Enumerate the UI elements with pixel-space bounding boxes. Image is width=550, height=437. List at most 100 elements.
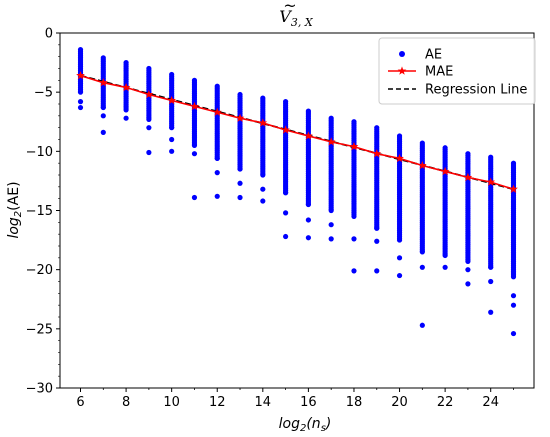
ae-point xyxy=(374,225,380,231)
x-axis-label: log2(ns) xyxy=(279,416,332,434)
ae-point xyxy=(510,330,517,337)
ae-point xyxy=(283,190,289,196)
ae-point xyxy=(260,172,266,178)
ae-point xyxy=(169,136,175,143)
mae-point xyxy=(486,177,496,186)
x-tick-label: 6 xyxy=(76,395,84,410)
ae-point xyxy=(214,155,220,162)
y-tick-label: 0 xyxy=(45,27,53,42)
ae-point xyxy=(396,237,403,243)
ae-point xyxy=(396,272,403,279)
ae-point xyxy=(396,255,403,261)
x-tick-label: 14 xyxy=(255,395,272,410)
mae-point xyxy=(395,153,404,163)
ae-point xyxy=(510,293,517,299)
x-tick-label: 10 xyxy=(163,395,180,410)
ae-point xyxy=(328,222,334,228)
mae-point xyxy=(258,118,268,127)
mae-point xyxy=(509,184,518,193)
ae-point xyxy=(169,125,175,131)
mae-point xyxy=(144,89,154,99)
mae-point xyxy=(190,101,199,111)
legend-item-regression: Regression Line xyxy=(388,83,527,98)
ae-point xyxy=(100,113,106,119)
legend-ae-label: AE xyxy=(425,48,442,63)
mae-point xyxy=(121,82,131,92)
ae-point xyxy=(442,264,448,270)
ae-point xyxy=(260,186,266,192)
legend-mae-marker xyxy=(397,66,407,75)
y-tick-label: −25 xyxy=(26,322,53,337)
ae-point xyxy=(191,142,198,149)
ae-series xyxy=(77,46,517,337)
legend-regression-label: Regression Line xyxy=(425,83,527,98)
ae-point xyxy=(510,274,517,280)
ae-point xyxy=(214,170,220,176)
mae-point xyxy=(304,131,313,140)
svg-text:V3, X: V3, X xyxy=(279,7,314,29)
x-axis-ticks: 6 8 10 12 14 16 18 20 22 24 xyxy=(76,388,514,410)
chart-title-main: V xyxy=(279,7,292,26)
ae-point xyxy=(123,115,129,121)
ae-point xyxy=(146,149,152,156)
ae-point xyxy=(169,148,175,154)
ae-point xyxy=(260,198,266,204)
ae-point xyxy=(374,268,380,274)
ae-point xyxy=(77,99,84,105)
x-tick-label: 24 xyxy=(482,395,499,410)
chart-title-tilde: ~ xyxy=(283,0,296,15)
legend-item-ae: AE xyxy=(399,48,442,63)
ae-point xyxy=(510,302,517,308)
x-tick-label: 20 xyxy=(391,395,408,410)
mae-point xyxy=(76,71,85,80)
x-tick-label: 22 xyxy=(437,395,454,410)
x-tick-label: 8 xyxy=(122,395,130,410)
mae-point xyxy=(326,137,336,146)
ae-point xyxy=(419,322,425,328)
mae-point xyxy=(167,95,177,105)
mae-point xyxy=(235,113,245,122)
mae-point xyxy=(281,125,290,134)
mae-series xyxy=(76,71,518,193)
chart-title: V3, X ~ xyxy=(279,0,314,29)
ae-point xyxy=(328,236,334,242)
ae-point xyxy=(214,193,220,199)
ae-point xyxy=(283,210,289,216)
ae-point xyxy=(488,309,494,315)
ae-point xyxy=(100,104,106,111)
ae-point xyxy=(237,194,243,201)
legend: AE MAE Regression Line xyxy=(378,37,536,105)
ae-point xyxy=(419,249,425,255)
x-tick-label: 12 xyxy=(209,395,226,410)
mae-point xyxy=(98,78,108,87)
ae-point xyxy=(328,207,334,214)
ae-point xyxy=(123,107,129,113)
ae-point xyxy=(305,235,311,241)
y-tick-label: −20 xyxy=(26,263,53,278)
y-tick-label: −5 xyxy=(34,86,53,101)
ae-point xyxy=(465,267,471,273)
ae-point xyxy=(374,238,380,244)
ae-point xyxy=(351,236,357,242)
ae-point xyxy=(351,268,357,274)
y-axis-label: log2(AE) xyxy=(6,181,24,238)
ae-point xyxy=(237,166,243,172)
ae-point xyxy=(77,89,84,95)
ae-point xyxy=(305,217,311,223)
ae-point xyxy=(488,278,494,285)
legend-ae-marker xyxy=(399,51,405,57)
ae-point xyxy=(237,180,243,186)
y-tick-label: −30 xyxy=(26,382,53,397)
mae-point xyxy=(463,172,473,182)
x-tick-label: 18 xyxy=(346,395,363,410)
ae-point xyxy=(351,213,357,220)
mae-point xyxy=(440,166,450,176)
y-axis-ticks: 0 −5 −10 −15 −20 −25 −30 xyxy=(26,27,60,397)
ae-point xyxy=(305,201,311,208)
mae-point xyxy=(212,107,222,116)
y-tick-label: −10 xyxy=(26,145,53,160)
ae-point xyxy=(465,258,471,264)
legend-mae-label: MAE xyxy=(425,65,453,80)
ae-point xyxy=(442,252,448,259)
ae-point xyxy=(191,151,198,157)
